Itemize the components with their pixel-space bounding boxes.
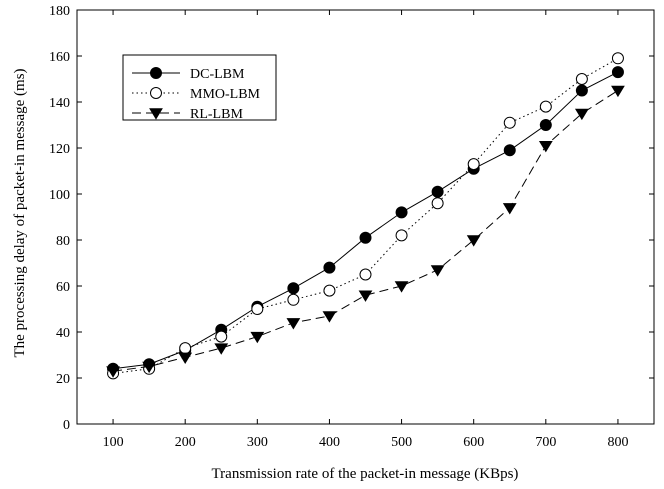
data-point-dc-lbm [431,185,444,198]
data-point-mmo-lbm [359,268,372,281]
y-tick-label: 60 [56,280,70,295]
data-point-rl-lbm [574,108,589,121]
data-point-mmo-lbm [611,52,624,65]
data-point-mmo-lbm [539,100,552,113]
data-point-dc-lbm [503,144,516,157]
y-tick-label: 100 [49,188,70,203]
x-tick-label: 500 [391,435,412,450]
y-tick-label: 20 [56,372,70,387]
series-layer [106,52,625,380]
data-point-dc-lbm [575,84,588,97]
data-point-mmo-lbm [431,197,444,210]
y-axis-label: The processing delay of packet-in messag… [12,68,28,357]
legend-box [122,54,277,121]
data-point-dc-lbm [395,206,408,219]
data-point-dc-lbm [287,282,300,295]
data-point-mmo-lbm [215,330,228,343]
data-point-rl-lbm [502,203,517,215]
data-point-mmo-lbm [575,73,588,85]
x-tick-label: 300 [247,435,268,450]
data-point-rl-lbm [611,85,625,98]
x-tick-label: 800 [607,435,628,450]
data-point-rl-lbm [250,331,265,344]
data-point-dc-lbm [611,66,624,79]
x-tick-label: 400 [319,435,340,450]
x-tick-label: 600 [463,435,484,450]
data-point-mmo-lbm [323,284,336,297]
data-point-rl-lbm [394,281,409,293]
data-point-rl-lbm [430,265,445,277]
legend: DC-LBM MMO-LBM RL-LBM [122,54,277,122]
data-point-mmo-lbm [179,342,192,355]
data-point-dc-lbm [539,119,552,131]
x-tick-label: 700 [535,435,556,450]
x-tick-label: 200 [175,435,196,450]
data-point-mmo-lbm [467,158,480,171]
data-point-rl-lbm [466,235,481,247]
data-point-rl-lbm [322,311,337,323]
legend-label-rl-lbm: RL-LBM [190,107,243,122]
x-axis-ticks: 100 200 300 400 500 600 700 800 [103,10,628,450]
y-tick-label: 40 [56,326,70,341]
data-point-mmo-lbm [395,229,408,242]
data-point-dc-lbm [359,231,372,244]
legend-marker-dc-lbm [150,67,162,79]
legend-label-dc-lbm: DC-LBM [190,67,245,82]
data-point-rl-lbm [142,361,157,374]
data-point-dc-lbm [323,261,336,274]
x-tick-label: 100 [103,435,124,450]
data-point-mmo-lbm [503,116,516,129]
y-tick-label: 0 [63,418,70,433]
series-line-rl-lbm [112,90,619,372]
data-point-rl-lbm [538,141,553,153]
data-point-mmo-lbm [287,293,300,306]
data-point-rl-lbm [358,290,373,302]
y-tick-label: 120 [49,142,70,157]
series-mmo-lbm [107,52,624,380]
data-point-rl-lbm [214,343,229,355]
y-tick-label: 140 [49,96,70,111]
data-point-rl-lbm [286,318,301,330]
legend-marker-mmo-lbm [150,87,162,99]
data-point-rl-lbm [178,352,193,364]
data-point-mmo-lbm [251,303,264,315]
y-axis-ticks: 0 20 40 60 80 100 120 140 160 180 [49,4,654,433]
legend-marker-rl-lbm [149,108,163,120]
y-tick-label: 180 [49,4,70,19]
series-rl-lbm [106,85,625,378]
data-point-rl-lbm [106,366,120,378]
y-tick-label: 160 [49,50,70,65]
x-axis-label: Transmission rate of the packet-in messa… [212,466,519,482]
legend-label-mmo-lbm: MMO-LBM [190,87,261,102]
plot-area-frame [76,9,655,425]
y-tick-label: 80 [56,234,70,249]
